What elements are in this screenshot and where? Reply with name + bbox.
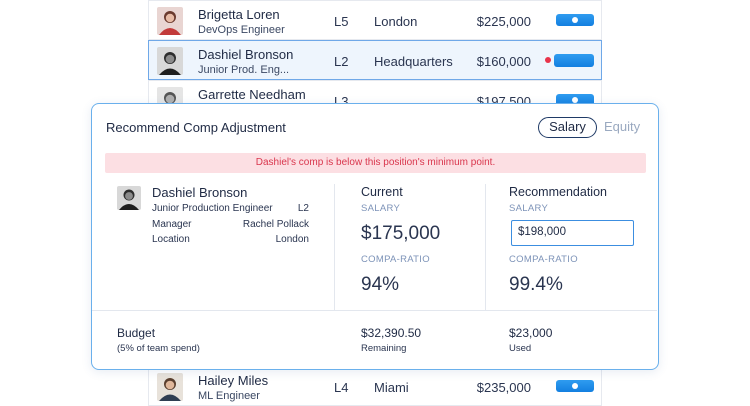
avatar: [157, 47, 183, 75]
budget-label: Budget: [117, 326, 156, 340]
location-label: Location: [152, 234, 190, 245]
tab-equity[interactable]: Equity: [604, 119, 641, 134]
employee-salary: $160,000: [476, 54, 531, 69]
budget-used-label: Used: [509, 343, 532, 354]
employee-salary: $225,000: [476, 14, 531, 29]
adjust-toggle[interactable]: [556, 380, 594, 392]
current-heading: Current: [361, 185, 403, 199]
adjust-toggle[interactable]: [554, 54, 594, 67]
employee-level: L4: [334, 380, 349, 395]
recommendation-compa-label: COMPA-RATIO: [509, 254, 578, 265]
employee-role: Junior Prod. Eng...: [198, 64, 290, 76]
comp-adjustment-modal: Recommend Comp Adjustment Salary Equity …: [91, 103, 659, 370]
below-minimum-alert: Dashiel's comp is below this position's …: [105, 153, 646, 173]
employee-location: London: [374, 14, 418, 29]
salary-equity-switch: Salary Equity: [538, 117, 642, 139]
employee-location: Miami: [374, 380, 409, 395]
recommendation-salary-label: SALARY: [509, 203, 549, 214]
current-compa-label: COMPA-RATIO: [361, 254, 430, 265]
budget-remaining-label: Remaining: [361, 343, 407, 354]
budget-used-value: $23,000: [509, 326, 553, 340]
employee-role: DevOps Engineer: [198, 24, 285, 36]
employee-name: Hailey Miles: [198, 373, 269, 388]
manager-value: Rachel Pollack: [242, 219, 309, 230]
budget-remaining-value: $32,390.50: [361, 326, 422, 340]
location-value: London: [275, 234, 309, 245]
current-compa-value: 94%: [361, 274, 400, 295]
recommended-salary-input[interactable]: $198,000: [511, 220, 634, 246]
current-salary-label: SALARY: [361, 203, 401, 214]
employee-location: Headquarters: [374, 54, 453, 69]
employee-name: Dashiel Bronson: [152, 185, 248, 200]
employee-level: L2: [334, 54, 349, 69]
current-salary-value: $175,000: [361, 223, 441, 244]
employee-table: Brigetta Loren DevOps Engineer L5 London…: [148, 0, 602, 406]
manager-label: Manager: [152, 219, 192, 230]
tab-salary[interactable]: Salary: [538, 117, 597, 138]
employee-role: ML Engineer: [198, 390, 260, 402]
employee-level: L5: [334, 14, 349, 29]
column-divider: [334, 184, 335, 310]
budget-divider: [92, 310, 657, 311]
adjust-toggle[interactable]: [556, 14, 594, 26]
table-row[interactable]: Hailey Miles ML Engineer L4 Miami $235,0…: [148, 366, 602, 406]
avatar: [157, 373, 183, 401]
employee-name: Garrette Needham: [198, 87, 306, 102]
employee-salary: $235,000: [476, 380, 531, 395]
table-row[interactable]: Dashiel Bronson Junior Prod. Eng... L2 H…: [148, 40, 602, 80]
employee-name: Dashiel Bronson: [198, 47, 294, 62]
recommendation-heading: Recommendation: [509, 185, 607, 199]
table-row[interactable]: Brigetta Loren DevOps Engineer L5 London…: [148, 0, 602, 40]
budget-sub: (5% of team spend): [117, 343, 200, 354]
employee-title: Junior Production Engineer: [152, 203, 273, 214]
alert-dot-icon: [545, 57, 551, 63]
avatar: [117, 186, 141, 210]
employee-name: Brigetta Loren: [198, 7, 280, 22]
avatar: [157, 7, 183, 35]
modal-title: Recommend Comp Adjustment: [106, 120, 286, 135]
employee-level: L2: [297, 203, 309, 214]
recommendation-compa-value: 99.4%: [509, 274, 563, 295]
column-divider: [485, 184, 486, 310]
